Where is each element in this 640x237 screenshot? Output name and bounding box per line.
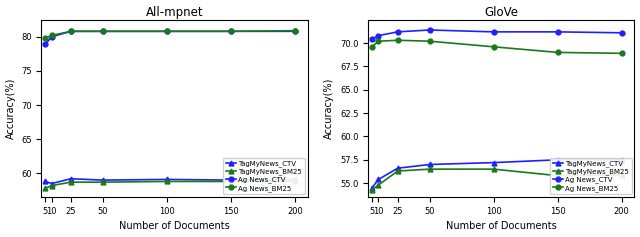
TagMyNews_BM25 <box>554 174 561 177</box>
TagMyNews_BM25 <box>426 168 433 171</box>
TagMyNews_CTV <box>99 179 107 182</box>
TagMyNews_CTV <box>394 167 401 170</box>
TagMyNews_CTV <box>67 177 75 180</box>
Ag News_CTV <box>227 30 235 33</box>
TagMyNews_CTV <box>42 180 49 183</box>
Ag News_BM25 <box>374 40 382 43</box>
TagMyNews_CTV <box>374 178 382 181</box>
TagMyNews_CTV <box>554 158 561 161</box>
Ag News_BM25 <box>42 37 49 40</box>
Ag News_BM25 <box>618 52 625 55</box>
Ag News_BM25 <box>426 40 433 43</box>
Ag News_CTV <box>42 43 49 46</box>
TagMyNews_BM25 <box>291 180 299 183</box>
Ag News_BM25 <box>554 51 561 54</box>
Ag News_CTV <box>374 34 382 37</box>
Ag News_CTV <box>554 30 561 33</box>
Ag News_BM25 <box>291 29 299 32</box>
Ag News_CTV <box>99 30 107 33</box>
Legend: TagMyNews_CTV, TagMyNews_BM25, Ag News_CTV, Ag News_BM25: TagMyNews_CTV, TagMyNews_BM25, Ag News_C… <box>550 158 632 194</box>
Ag News_CTV <box>368 38 376 41</box>
TagMyNews_BM25 <box>42 187 49 190</box>
X-axis label: Number of Documents: Number of Documents <box>446 221 557 232</box>
TagMyNews_BM25 <box>368 188 376 191</box>
TagMyNews_CTV <box>291 178 299 181</box>
Ag News_CTV <box>291 30 299 33</box>
Legend: TagMyNews_CTV, TagMyNews_BM25, Ag News_CTV, Ag News_BM25: TagMyNews_CTV, TagMyNews_BM25, Ag News_C… <box>223 158 305 194</box>
Ag News_BM25 <box>394 39 401 42</box>
TagMyNews_CTV <box>490 161 497 164</box>
Ag News_CTV <box>490 30 497 33</box>
TagMyNews_CTV <box>426 163 433 166</box>
Ag News_BM25 <box>67 30 75 33</box>
TagMyNews_BM25 <box>163 180 171 183</box>
TagMyNews_BM25 <box>48 184 56 187</box>
Ag News_BM25 <box>99 30 107 33</box>
TagMyNews_CTV <box>163 178 171 181</box>
Ag News_CTV <box>426 29 433 32</box>
Ag News_BM25 <box>490 45 497 48</box>
X-axis label: Number of Documents: Number of Documents <box>119 221 230 232</box>
Ag News_CTV <box>67 30 75 33</box>
TagMyNews_BM25 <box>374 184 382 187</box>
Ag News_BM25 <box>163 30 171 33</box>
TagMyNews_BM25 <box>394 170 401 173</box>
Y-axis label: Accuracy(%): Accuracy(%) <box>324 78 334 139</box>
Ag News_CTV <box>48 35 56 38</box>
Line: Ag News_CTV: Ag News_CTV <box>370 27 624 42</box>
TagMyNews_CTV <box>368 187 376 189</box>
Line: Ag News_BM25: Ag News_BM25 <box>43 28 298 41</box>
Ag News_CTV <box>394 30 401 33</box>
Ag News_BM25 <box>227 30 235 33</box>
Ag News_CTV <box>163 30 171 33</box>
TagMyNews_BM25 <box>227 180 235 183</box>
TagMyNews_CTV <box>618 158 625 161</box>
TagMyNews_CTV <box>48 182 56 185</box>
Ag News_BM25 <box>48 34 56 37</box>
Line: Ag News_BM25: Ag News_BM25 <box>370 38 624 56</box>
Y-axis label: Accuracy(%): Accuracy(%) <box>6 78 15 139</box>
TagMyNews_BM25 <box>490 168 497 171</box>
Line: Ag News_CTV: Ag News_CTV <box>43 29 298 47</box>
TagMyNews_BM25 <box>67 181 75 184</box>
Line: TagMyNews_CTV: TagMyNews_CTV <box>43 176 298 186</box>
Title: All-mpnet: All-mpnet <box>146 5 204 18</box>
Line: TagMyNews_CTV: TagMyNews_CTV <box>370 157 624 190</box>
Line: TagMyNews_BM25: TagMyNews_BM25 <box>43 179 298 191</box>
Title: GloVe: GloVe <box>484 5 518 18</box>
Line: TagMyNews_BM25: TagMyNews_BM25 <box>370 167 624 192</box>
TagMyNews_BM25 <box>618 173 625 176</box>
TagMyNews_BM25 <box>99 181 107 184</box>
Ag News_CTV <box>618 31 625 34</box>
TagMyNews_CTV <box>227 179 235 182</box>
Ag News_BM25 <box>368 45 376 48</box>
